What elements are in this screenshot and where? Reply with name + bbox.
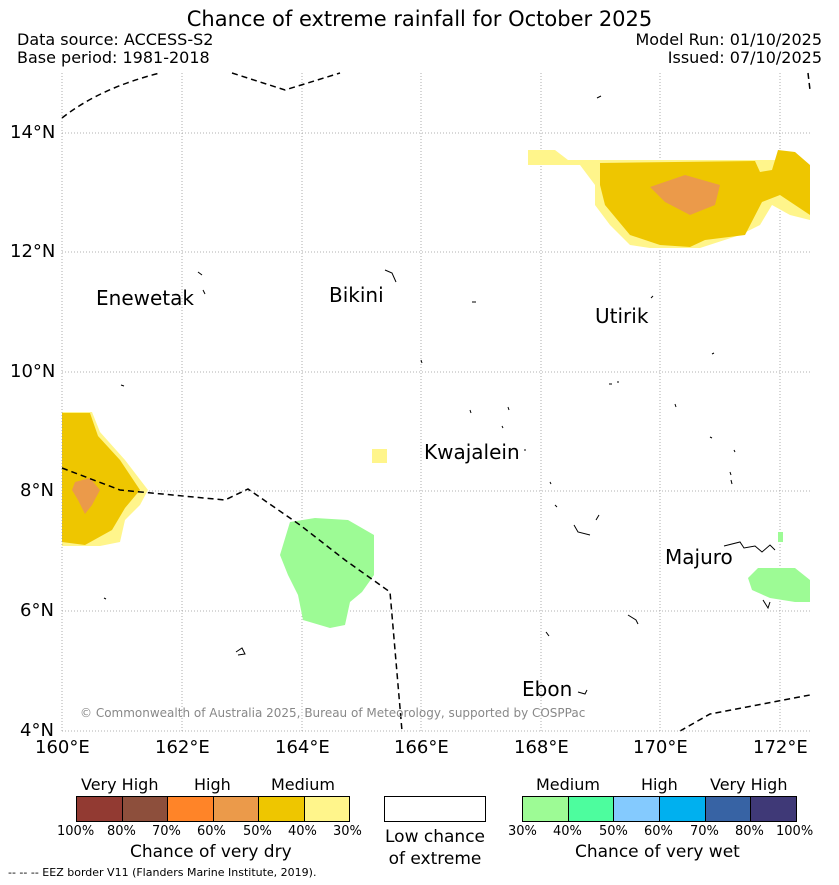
wet-label-40: 40% bbox=[553, 824, 582, 839]
dry-swatch-30-40 bbox=[304, 797, 349, 821]
place-enewetak: Enewetak bbox=[96, 286, 194, 310]
dry-label-60: 60% bbox=[197, 824, 226, 839]
wet-label-50: 50% bbox=[599, 824, 628, 839]
place-utirik: Utirik bbox=[595, 304, 649, 328]
dry-label-80: 80% bbox=[107, 824, 136, 839]
wet-label-60: 60% bbox=[644, 824, 673, 839]
low-chance-line1: Low chance bbox=[385, 827, 485, 847]
dry-swatch-70-80 bbox=[122, 797, 168, 821]
dry-label-70: 70% bbox=[152, 824, 181, 839]
place-majuro: Majuro bbox=[665, 545, 733, 569]
lat-tick-8n: 8°N bbox=[20, 480, 54, 501]
eez-borders bbox=[61, 72, 811, 732]
dry-swatch-80-100 bbox=[77, 797, 123, 821]
model-run-label: Model Run: 01/10/2025 bbox=[635, 30, 823, 49]
dry-swatch-50-60 bbox=[213, 797, 259, 821]
dry-area-ne-50-60 bbox=[650, 175, 720, 215]
data-source-label: Data source: ACCESS-S2 bbox=[17, 30, 214, 49]
wet-heading-very-high: Very High bbox=[710, 775, 788, 794]
lon-tick-166e: 166°E bbox=[394, 737, 449, 758]
low-chance-line2: of extreme bbox=[388, 849, 482, 869]
wet-swatch-40-50 bbox=[568, 797, 615, 821]
wet-label-80: 80% bbox=[735, 824, 764, 839]
eez-footnote: -- -- -- EEZ border V11 (Flanders Marine… bbox=[8, 866, 317, 879]
lon-tick-162e: 162°E bbox=[155, 737, 210, 758]
lat-tick-14n: 14°N bbox=[10, 122, 56, 143]
wet-color-scale bbox=[522, 796, 797, 822]
lon-tick-168e: 168°E bbox=[514, 737, 569, 758]
dry-heading-medium: Medium bbox=[271, 775, 335, 794]
dry-swatch-40-50 bbox=[259, 797, 305, 821]
dry-label-50: 50% bbox=[243, 824, 272, 839]
dry-area-west-40-50 bbox=[62, 413, 140, 545]
wet-swatch-80-100 bbox=[751, 797, 797, 821]
wet-area-east-30-40 bbox=[748, 568, 810, 602]
dry-patch-small bbox=[372, 449, 387, 463]
wet-heading-medium: Medium bbox=[536, 775, 600, 794]
dry-scale-title: Chance of very dry bbox=[130, 842, 292, 862]
dry-color-scale bbox=[76, 796, 350, 822]
lon-tick-170e: 170°E bbox=[633, 737, 688, 758]
wet-label-70: 70% bbox=[690, 824, 719, 839]
dry-area-west-50-60 bbox=[72, 478, 100, 514]
copyright-notice: © Commonwealth of Australia 2025, Bureau… bbox=[80, 706, 586, 720]
wet-patch-east-small bbox=[778, 532, 783, 542]
map-title: Chance of extreme rainfall for October 2… bbox=[186, 7, 653, 31]
base-period-label: Base period: 1981-2018 bbox=[17, 48, 210, 67]
lat-tick-6n: 6°N bbox=[20, 600, 54, 621]
wet-label-30: 30% bbox=[508, 824, 537, 839]
wet-swatch-70-80 bbox=[705, 797, 752, 821]
dry-heading-very-high: Very High bbox=[81, 775, 159, 794]
wet-label-100: 100% bbox=[776, 824, 814, 839]
lon-tick-160e: 160°E bbox=[35, 737, 90, 758]
place-bikini: Bikini bbox=[329, 283, 384, 307]
place-ebon: Ebon bbox=[522, 677, 573, 701]
dry-label-30: 30% bbox=[333, 824, 362, 839]
lon-tick-164e: 164°E bbox=[275, 737, 330, 758]
dry-swatch-60-70 bbox=[168, 797, 214, 821]
wet-area-central-30-40 bbox=[280, 518, 374, 628]
lat-tick-10n: 10°N bbox=[10, 361, 56, 382]
dry-label-100: 100% bbox=[57, 824, 95, 839]
issued-label: Issued: 07/10/2025 bbox=[667, 48, 822, 67]
lat-tick-4n: 4°N bbox=[20, 720, 54, 741]
low-chance-swatch bbox=[384, 796, 486, 822]
lon-tick-172e: 172°E bbox=[753, 737, 808, 758]
wet-scale-title: Chance of very wet bbox=[575, 842, 740, 862]
wet-swatch-50-60 bbox=[614, 797, 661, 821]
wet-heading-high: High bbox=[641, 775, 678, 794]
wet-swatch-30-40 bbox=[523, 797, 569, 821]
wet-swatch-60-70 bbox=[660, 797, 706, 821]
lat-tick-12n: 12°N bbox=[10, 241, 56, 262]
dry-heading-high: High bbox=[194, 775, 231, 794]
place-kwajalein: Kwajalein bbox=[424, 440, 520, 464]
dry-label-40: 40% bbox=[288, 824, 317, 839]
island-outlines bbox=[103, 95, 776, 695]
